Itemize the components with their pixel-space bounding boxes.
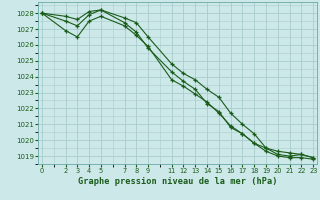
X-axis label: Graphe pression niveau de la mer (hPa): Graphe pression niveau de la mer (hPa) [78, 177, 277, 186]
